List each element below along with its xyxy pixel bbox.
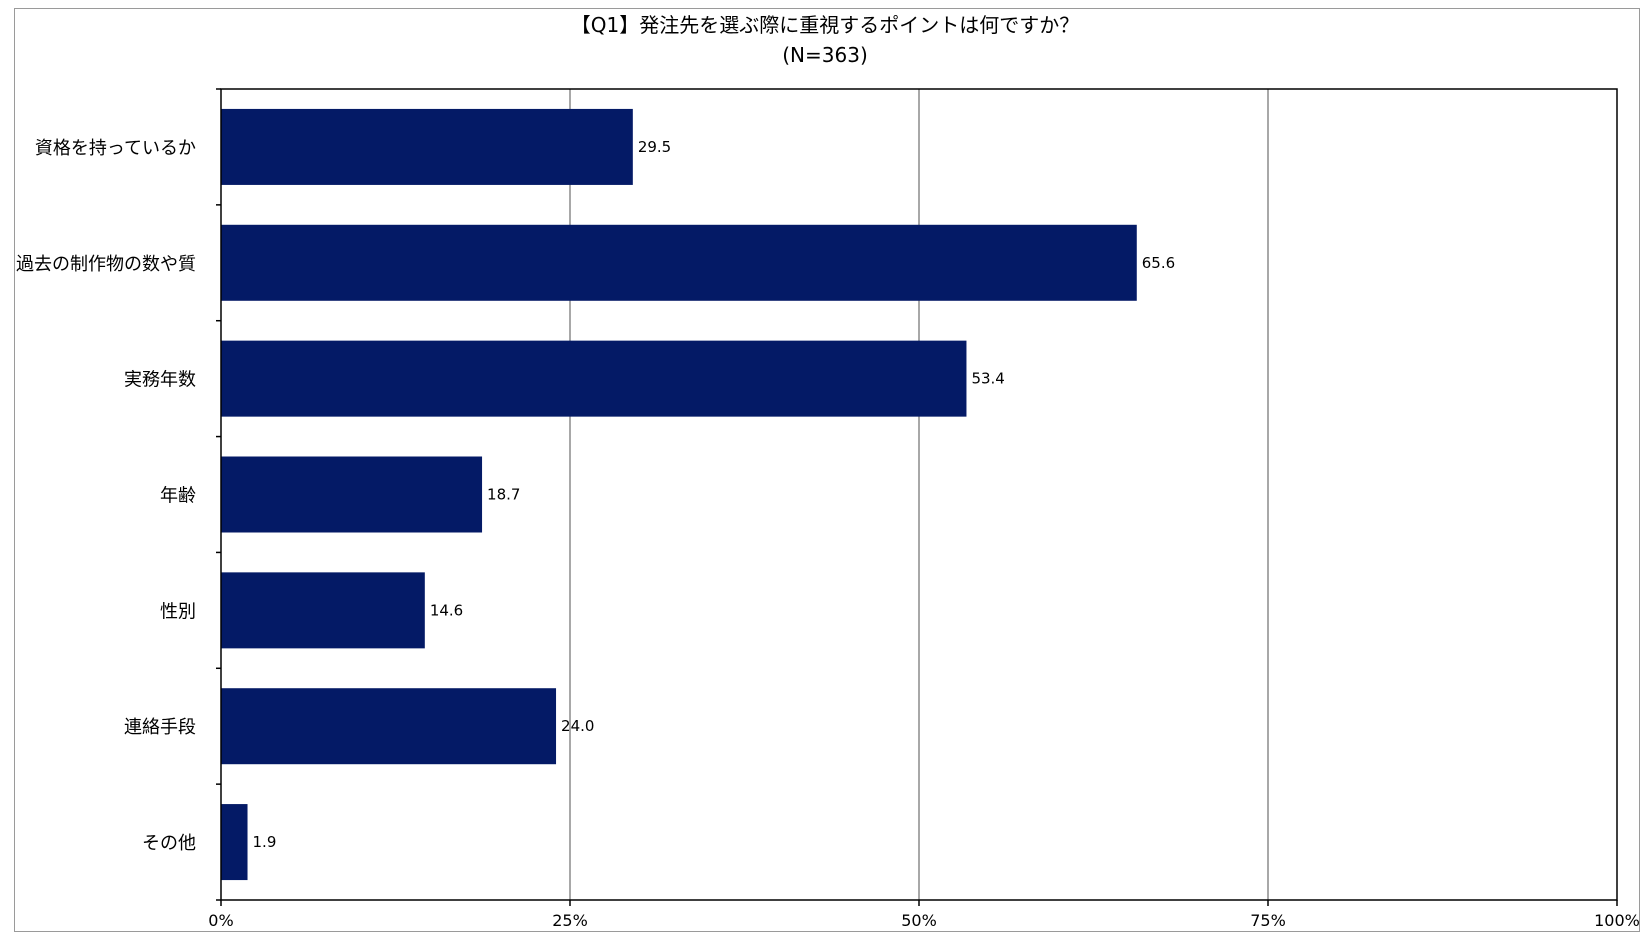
bar — [221, 456, 483, 533]
chart-subtitle: (N=363) — [782, 43, 868, 67]
category-label: その他 — [142, 833, 196, 854]
bar — [221, 224, 1137, 301]
chart-title: 【Q1】発注先を選ぶ際に重視するポイントは何ですか？ — [570, 13, 1080, 37]
bar-value-label: 1.9 — [253, 833, 277, 851]
chart-frame — [14, 8, 1640, 932]
category-label: 資格を持っているか — [35, 138, 196, 159]
bar — [221, 572, 425, 649]
bar — [221, 688, 557, 765]
bar-value-label: 14.6 — [430, 601, 463, 619]
category-label: 実務年数 — [124, 370, 196, 391]
bar — [221, 804, 248, 881]
bar — [221, 340, 967, 417]
bar-value-label: 29.5 — [638, 138, 671, 156]
x-tick-label: 25% — [552, 911, 588, 930]
x-tick-label: 50% — [901, 911, 937, 930]
category-label: 過去の制作物の数や質 — [16, 254, 196, 275]
category-label: 連絡手段 — [124, 717, 196, 738]
bar — [221, 108, 633, 185]
bar-value-label: 24.0 — [561, 717, 594, 735]
bar-value-label: 18.7 — [487, 486, 520, 504]
bar-value-label: 53.4 — [971, 370, 1004, 388]
category-label: 年齢 — [160, 486, 196, 507]
category-label: 性別 — [160, 601, 196, 622]
x-tick-label: 0% — [208, 911, 233, 930]
bar-value-label: 65.6 — [1142, 254, 1175, 272]
x-tick-label: 100% — [1594, 911, 1640, 930]
x-tick-label: 75% — [1250, 911, 1286, 930]
